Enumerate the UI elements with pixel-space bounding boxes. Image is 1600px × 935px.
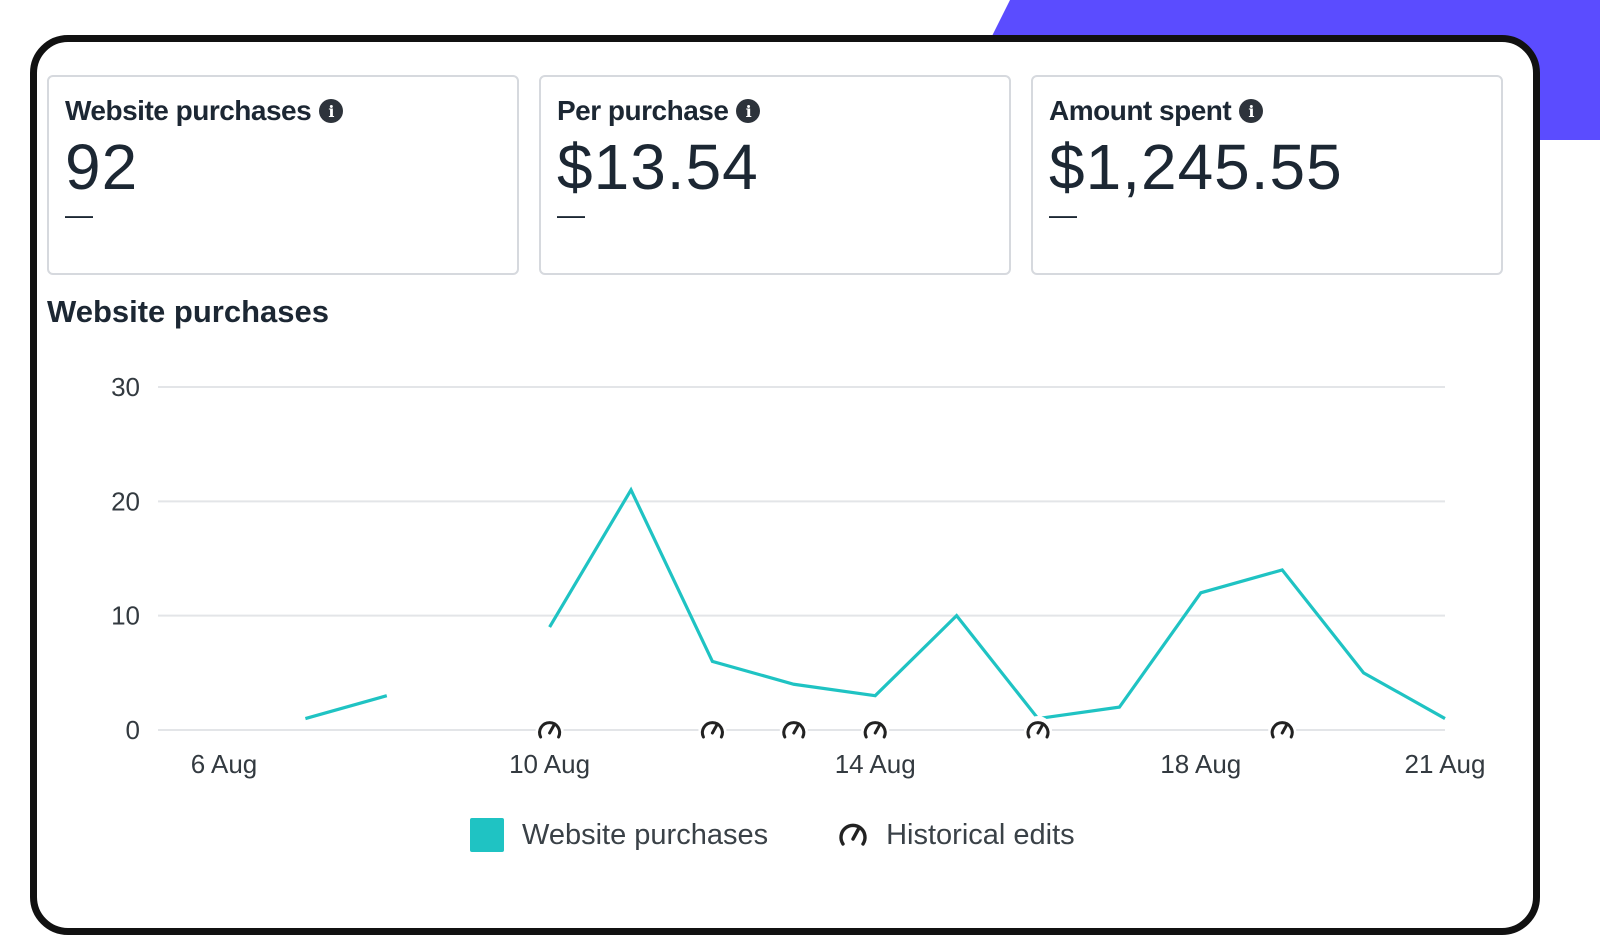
- historical-edit-icon[interactable]: [779, 716, 808, 744]
- y-tick-label: 0: [126, 715, 140, 745]
- info-icon[interactable]: i: [319, 99, 344, 123]
- kpi-title: Website purchases i: [65, 95, 501, 127]
- kpi-delta: —: [1049, 199, 1077, 230]
- historical-edit-icon[interactable]: [698, 716, 727, 744]
- x-tick-label: 14 Aug: [835, 749, 916, 779]
- kpi-card-per-purchase[interactable]: Per purchase i $13.54 —: [539, 75, 1011, 275]
- kpi-card-website-purchases[interactable]: Website purchases i 92 —: [47, 75, 519, 275]
- kpi-title: Amount spent i: [1049, 95, 1485, 127]
- historical-edit-icon[interactable]: [535, 716, 564, 744]
- legend-label-historical-edits: Historical edits: [886, 818, 1075, 851]
- chart-title: Website purchases: [47, 294, 329, 329]
- historical-edit-icon[interactable]: [1024, 716, 1052, 744]
- legend-label-website-purchases: Website purchases: [522, 818, 769, 851]
- historical-edit-icon[interactable]: [836, 819, 870, 851]
- legend-swatch-website-purchases[interactable]: [470, 818, 504, 852]
- info-icon[interactable]: i: [1239, 99, 1264, 123]
- kpi-title-text: Amount spent: [1049, 95, 1232, 126]
- info-icon[interactable]: i: [736, 99, 761, 123]
- kpi-delta: —: [557, 199, 585, 230]
- kpi-title-text: Per purchase: [557, 95, 729, 126]
- y-tick-label: 10: [111, 601, 140, 631]
- chart-legend: Website purchases Historical edits: [470, 818, 1075, 852]
- historical-edit-icon[interactable]: [1268, 716, 1297, 744]
- series-line-segment: [304, 694, 388, 721]
- historical-edit-icon[interactable]: [861, 716, 890, 744]
- y-tick-label: 20: [111, 486, 140, 516]
- x-tick-label: 21 Aug: [1405, 749, 1486, 779]
- series-line-segment: [548, 486, 1446, 721]
- kpi-delta: —: [65, 199, 93, 230]
- kpi-value: $1,245.55: [1049, 131, 1343, 203]
- kpi-value: 92: [65, 131, 139, 203]
- kpi-value: $13.54: [557, 131, 759, 203]
- kpi-title: Per purchase i: [557, 95, 993, 127]
- x-tick-label: 18 Aug: [1160, 749, 1241, 779]
- x-tick-label: 10 Aug: [509, 749, 590, 779]
- kpi-card-amount-spent[interactable]: Amount spent i $1,245.55 —: [1031, 75, 1503, 275]
- kpi-title-text: Website purchases: [65, 95, 312, 126]
- line-chart: 0 10 20 30 6 Aug 10 Aug 14 Aug 18 Aug 21 Aug: [111, 372, 1486, 779]
- y-tick-label: 30: [111, 372, 140, 402]
- x-tick-label: 6 Aug: [191, 749, 258, 779]
